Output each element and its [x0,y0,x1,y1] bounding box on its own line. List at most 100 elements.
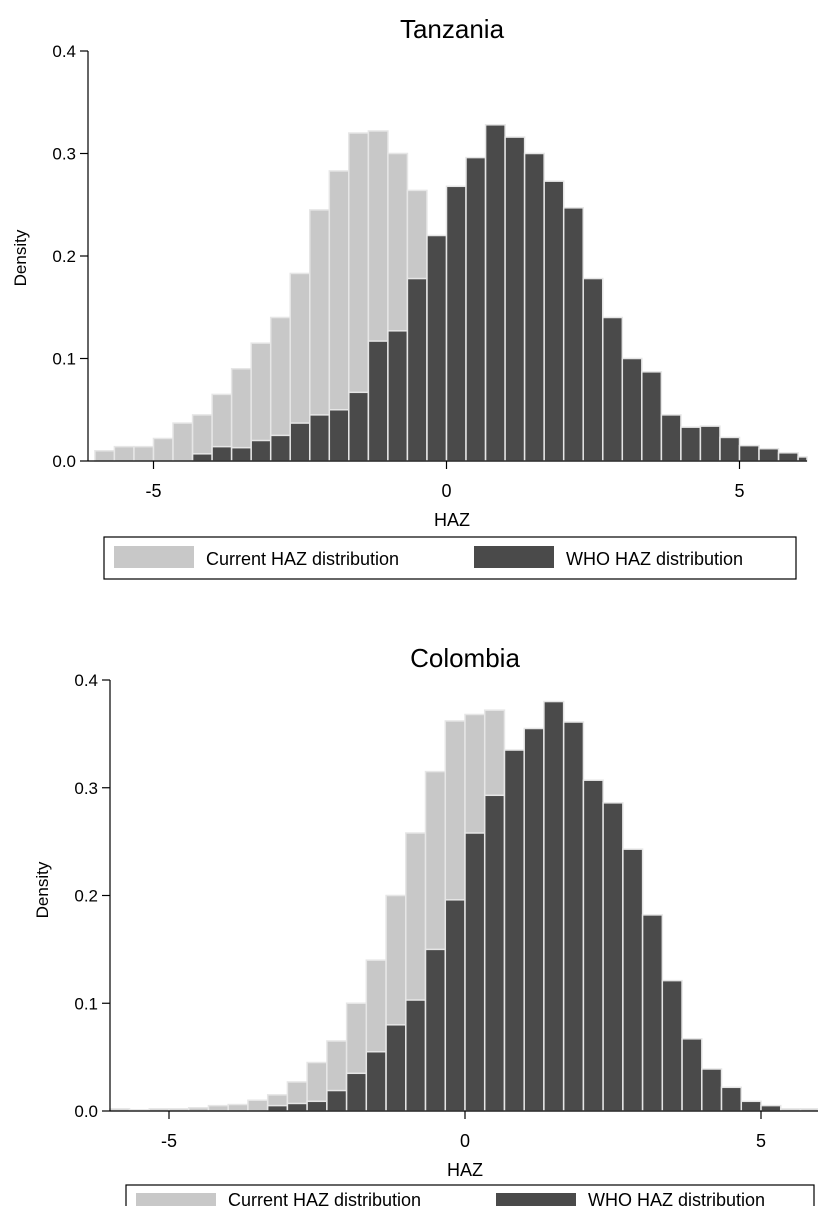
legend: Current HAZ distribution WHO HAZ distrib… [103,536,797,580]
who-haz-bar [562,721,585,1112]
who-haz-bar [661,979,683,1112]
who-haz-bar [328,409,350,462]
legend-swatch-current [136,1193,216,1206]
who-haz-bar [738,444,760,462]
who-haz-bar [230,446,252,462]
legend-swatch-who [474,546,554,568]
who-haz-bar [405,999,427,1112]
who-haz-bar [445,185,467,462]
who-haz-bar [306,1100,328,1112]
ticks: 0.0 0.1 0.2 0.3 0.4 -5 0 5 [74,671,766,1151]
x-tick-label: 0 [460,1131,470,1151]
who-haz-bar [191,453,213,462]
who-haz-bar [465,156,487,462]
who-haz-bar [758,447,780,462]
chart-title: Tanzania [400,14,505,44]
who-haz-bar [740,1100,762,1112]
who-haz-bar [444,899,466,1112]
who-haz-bar [286,1102,308,1112]
who-haz-bar [641,371,663,462]
legend-box [125,1184,815,1206]
who-haz-bar [211,445,233,462]
y-tick-label: 0.0 [74,1102,98,1121]
who-haz-bar [387,330,409,462]
who-haz-bar [719,436,741,462]
who-haz-bar [797,456,808,462]
legend-label-who: WHO HAZ distribution [566,549,743,569]
y-tick-label: 0.1 [74,994,98,1013]
who-haz-bar [699,425,721,462]
who-haz-bar [504,136,526,462]
x-tick-label: -5 [145,481,161,501]
who-haz-bar [326,1089,348,1112]
y-tick-label: 0.2 [74,887,98,906]
legend-label-who: WHO HAZ distribution [588,1190,765,1206]
who-haz-bar [582,277,604,462]
who-haz-bar [269,434,291,462]
who-haz-bar [348,391,370,462]
y-tick-label: 0.2 [52,247,76,266]
who-haz-bar [760,1104,782,1112]
x-tick-label: -5 [161,1131,177,1151]
who-haz-bar [503,749,525,1112]
who-haz-bar [309,414,331,462]
y-tick-label: 0.4 [52,42,76,61]
who-haz-bar [622,848,644,1112]
who-haz-bar [660,414,682,462]
legend-swatch-who [496,1193,576,1206]
histogram-bars [109,700,818,1112]
y-tick-label: 0.3 [74,779,98,798]
who-haz-bar [582,779,604,1112]
who-haz-bar [543,180,565,462]
x-axis-label: HAZ [447,1160,483,1180]
who-haz-bar [266,1104,289,1112]
current-haz-bar [207,1104,229,1112]
who-haz-bar [385,1024,407,1112]
y-tick-label: 0.4 [74,671,98,690]
colombia-chart: Colombia 0.0 0.1 0.2 0.3 0.4 -5 0 5 Density HAZ… [33,643,818,1206]
x-tick-label: 5 [734,481,744,501]
x-tick-label: 0 [441,481,451,501]
who-haz-bar [543,700,565,1112]
x-axis-label: HAZ [434,510,470,530]
legend-label-current: Current HAZ distribution [206,549,399,569]
who-haz-bar [406,277,428,462]
who-haz-bar [602,316,624,462]
who-haz-bar [424,948,446,1112]
current-haz-bar [94,450,116,462]
chart-title: Colombia [410,643,520,673]
who-haz-bar [289,422,311,462]
legend-box [103,536,797,580]
histogram-bars [94,124,808,462]
tanzania-chart: Tanzania 0.0 0.1 0.2 0.3 0.4 -5 0 5 Density HAZ… [11,14,808,580]
current-haz-bar [227,1103,249,1112]
ticks: 0.0 0.1 0.2 0.3 0.4 -5 0 5 [52,42,744,501]
y-tick-label: 0.3 [52,145,76,164]
who-haz-bar [562,207,584,462]
who-haz-bar [483,794,506,1112]
y-tick-label: 0.1 [52,350,76,369]
current-haz-bar [152,437,174,462]
who-haz-bar [701,1068,723,1112]
current-haz-bar [133,445,155,462]
who-haz-bar [250,439,272,462]
current-haz-bar [172,422,194,462]
y-tick-label: 0.0 [52,452,76,471]
current-haz-bar [113,445,135,462]
who-haz-bar [681,1038,703,1112]
who-haz-bar [720,1086,742,1112]
legend-label-current: Current HAZ distribution [228,1190,421,1206]
y-axis-label: Density [33,861,52,918]
legend-swatch-current [114,546,194,568]
who-haz-bar [365,1050,387,1112]
who-haz-bar [777,452,799,462]
who-haz-bar [426,234,448,462]
who-haz-bar [464,832,486,1112]
who-haz-bar [641,914,664,1112]
who-haz-bar [621,357,643,462]
who-haz-bar [367,340,389,462]
y-axis-label: Density [11,229,30,286]
who-haz-bar [345,1072,368,1112]
who-haz-bar [602,802,624,1112]
